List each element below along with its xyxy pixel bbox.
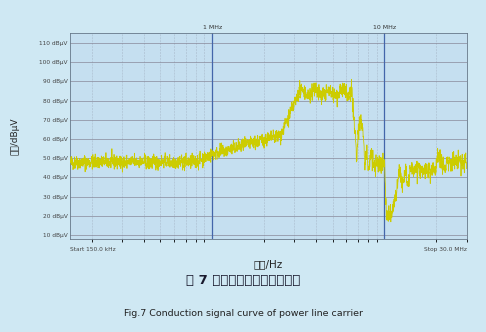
Text: 频率/Hz: 频率/Hz [254,260,283,270]
Text: 10 MHz: 10 MHz [373,26,396,31]
Text: Stop 30.0 MHz: Stop 30.0 MHz [424,247,467,252]
Text: 1 MHz: 1 MHz [203,26,222,31]
Text: 电压/dBμV: 电压/dBμV [11,118,19,155]
Text: 图 7 电力线载波传导信号曲线: 图 7 电力线载波传导信号曲线 [186,274,300,287]
Text: Fig.7 Conduction signal curve of power line carrier: Fig.7 Conduction signal curve of power l… [123,309,363,318]
Text: Start 150.0 kHz: Start 150.0 kHz [70,247,116,252]
